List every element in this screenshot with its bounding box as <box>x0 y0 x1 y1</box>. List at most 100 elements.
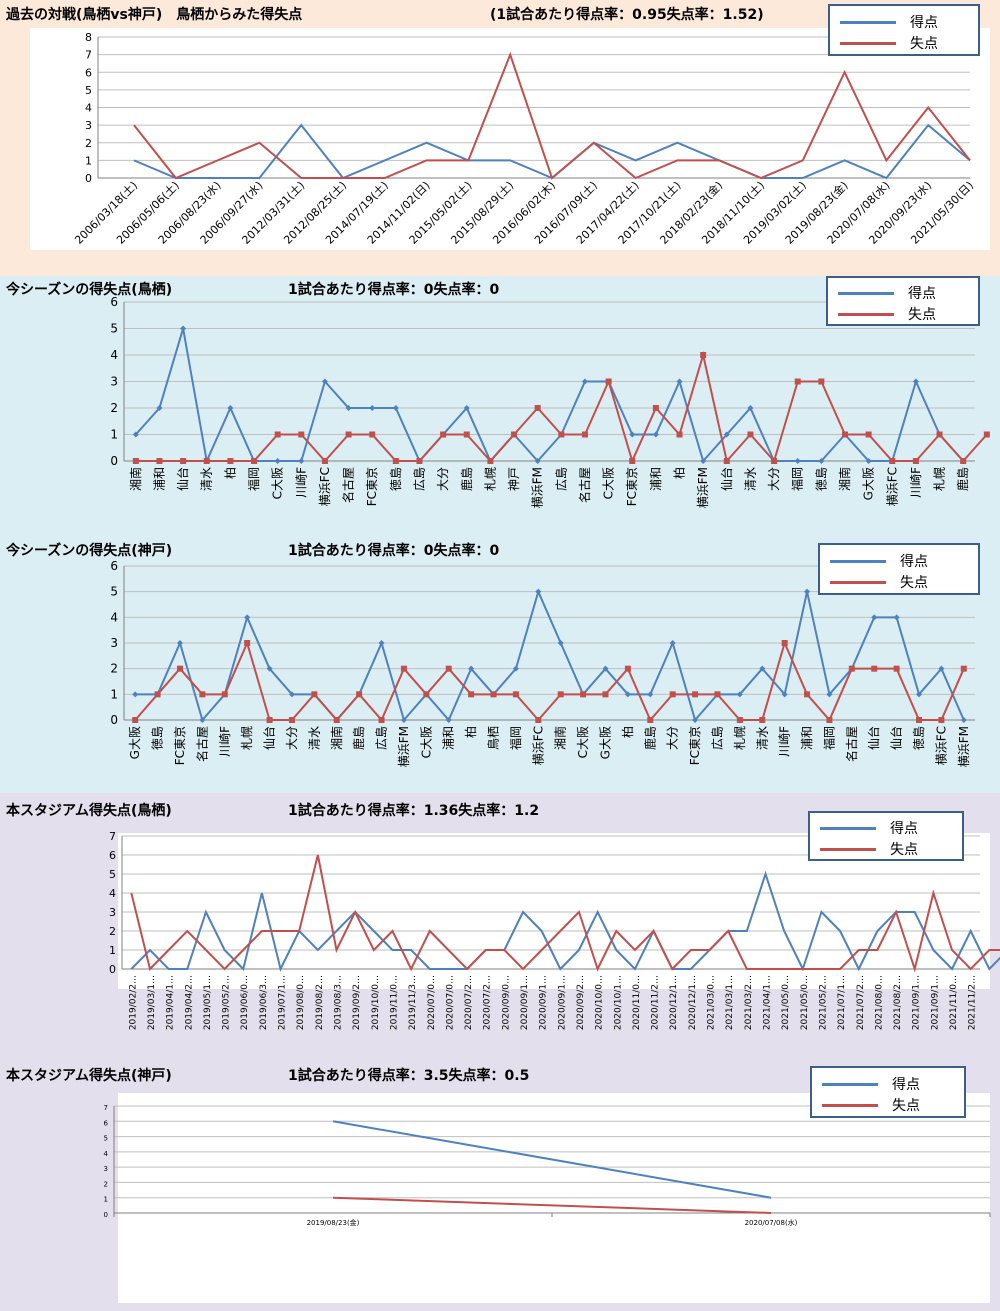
x-tick-label: G大阪 <box>128 726 142 759</box>
scored-point <box>288 691 295 698</box>
x-tick-label: 2021/05/2… <box>818 975 828 1030</box>
x-tick-label: 2019/05/2… <box>222 975 232 1030</box>
scored-point <box>893 614 900 621</box>
scored-point <box>818 458 825 464</box>
legend-conceded-label: 失点 <box>908 307 936 323</box>
conceded-point <box>132 458 139 464</box>
conceded-point <box>804 691 811 698</box>
x-tick-label: 2019/08/23(金) <box>307 1218 360 1227</box>
y-tick-label: 3 <box>110 636 118 650</box>
conceded-point <box>156 458 163 464</box>
x-tick-label: G大阪 <box>862 467 876 500</box>
scored-point <box>747 405 754 411</box>
x-tick-label: 福岡 <box>246 467 261 491</box>
scored-point <box>534 458 541 464</box>
x-tick-label: 2021/03/1… <box>725 975 735 1030</box>
scored-point <box>445 717 452 723</box>
legend-conceded-line <box>830 581 886 584</box>
x-tick-label: 仙台 <box>866 726 881 750</box>
chart-stat: 1試合あたり得点率：3.5失点率：0.5 <box>288 1068 530 1084</box>
x-tick-label: 大分 <box>436 467 450 491</box>
x-tick-label: 川崎F <box>909 467 923 498</box>
conceded-point <box>535 717 542 723</box>
conceded-point <box>445 665 452 672</box>
x-tick-label: 2020/09/1… <box>520 975 530 1030</box>
x-tick-label: 横浜FC <box>531 726 545 765</box>
x-tick-label: 2019/10/0… <box>371 975 381 1030</box>
y-tick-label: 3 <box>104 1165 108 1173</box>
x-tick-label: 福岡 <box>790 467 805 491</box>
y-tick-label: 7 <box>109 830 116 843</box>
scored-point <box>535 588 542 595</box>
conceded-point <box>759 717 766 723</box>
conceded-point <box>841 431 848 438</box>
legend-conceded-line <box>838 313 894 316</box>
x-tick-label: 2021/05/0… <box>781 975 791 1030</box>
x-tick-label: 札幌 <box>732 726 747 750</box>
chart-stat: (1試合あたり得点率：0.95失点率：1.52) <box>490 7 764 23</box>
conceded-point <box>669 691 676 698</box>
chart-title: 今シーズンの得失点(鳥栖) <box>6 282 173 298</box>
conceded-point <box>468 691 475 698</box>
scored-point <box>804 588 811 595</box>
scored-point <box>759 665 766 672</box>
series-conceded-line <box>130 854 1000 973</box>
legend-conceded-label: 失点 <box>892 1098 920 1114</box>
conceded-point <box>132 717 139 723</box>
y-tick-label: 6 <box>110 559 118 573</box>
x-tick-label: FC東京 <box>625 467 639 506</box>
x-tick-label: FC東京 <box>173 726 187 765</box>
y-tick-label: 6 <box>109 849 116 862</box>
scored-point <box>400 717 407 723</box>
scored-point <box>321 378 328 385</box>
x-tick-label: 清水 <box>200 467 214 491</box>
conceded-point <box>960 665 967 672</box>
x-tick-label: 川崎F <box>218 726 232 757</box>
x-tick-label: C大阪 <box>602 467 616 499</box>
x-tick-label: 川崎F <box>778 726 792 757</box>
x-tick-label: 湘南 <box>128 467 143 491</box>
scored-point <box>132 691 139 698</box>
chart-title: 過去の対戦(鳥栖vs神戸) 鳥栖からみた得失点 <box>6 7 303 23</box>
conceded-point <box>794 378 801 385</box>
legend-scored-line <box>822 1083 878 1086</box>
conceded-point <box>176 665 183 672</box>
y-tick-label: 3 <box>110 375 118 389</box>
x-tick-label: 2020/10/1… <box>613 975 623 1030</box>
y-tick-label: 0 <box>85 172 92 185</box>
conceded-point <box>826 717 833 723</box>
conceded-point <box>199 691 206 698</box>
conceded-point <box>865 431 872 438</box>
y-tick-label: 6 <box>85 66 92 79</box>
x-tick-label: 横浜FM <box>696 467 710 508</box>
conceded-point <box>700 352 707 358</box>
legend-scored-label: 得点 <box>910 15 938 31</box>
scored-point <box>468 665 475 672</box>
y-tick-label: 5 <box>110 322 118 336</box>
x-tick-label: 2020/10/0… <box>595 975 605 1030</box>
x-tick-label: 2020/09/0… <box>501 975 511 1030</box>
scored-point <box>960 717 967 723</box>
x-tick-label: 広島 <box>411 467 426 491</box>
scored-point <box>132 431 139 438</box>
x-tick-label: 2019/06/0… <box>240 975 250 1030</box>
scored-point <box>227 405 234 411</box>
stadium-kobe-chart: 0 1 2 3 4 5 6 7 2019/08/23(金) 2020/07/08(水) <box>104 1093 991 1303</box>
conceded-point <box>676 431 683 438</box>
season-tosu-panel: 今シーズンの得失点(鳥栖) 1試合あたり得点率：0失点率：0 0 1 2 3 4 5 6 湘南… <box>0 276 1000 535</box>
conceded-point <box>423 691 430 698</box>
x-tick-label: 2020/11/2… <box>651 975 661 1030</box>
legend-conceded-line <box>822 1104 878 1107</box>
x-tick-label: 大分 <box>285 726 299 750</box>
y-tick-label: 7 <box>104 1104 108 1112</box>
conceded-point <box>490 691 497 698</box>
conceded-point <box>771 458 778 464</box>
y-tick-label: 1 <box>85 154 92 167</box>
conceded-point <box>534 405 541 411</box>
x-tick-label: 2021/03/2… <box>744 975 754 1030</box>
scored-point <box>912 378 919 385</box>
x-tick-label: 柏 <box>620 726 635 738</box>
conceded-point <box>848 665 855 672</box>
scored-point <box>345 405 352 411</box>
x-tick-label: 浦和 <box>800 726 814 750</box>
